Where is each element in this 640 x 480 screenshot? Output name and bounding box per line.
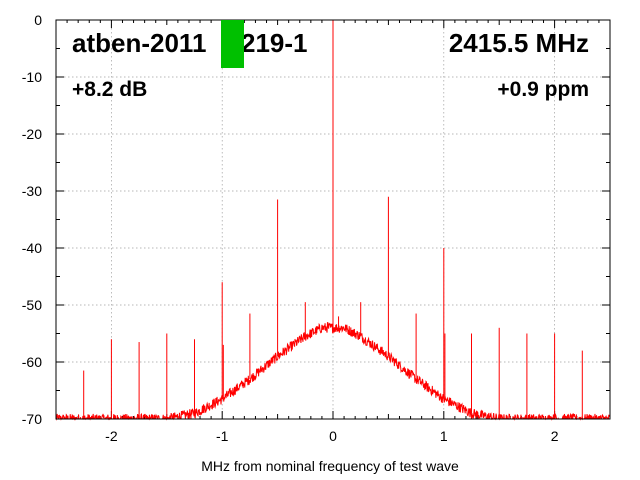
x-tick-label: -1 [216,428,229,444]
noise-floor-trace [55,321,611,421]
device-name-tail-label: 219-1 [241,28,308,58]
x-tick-label: 0 [329,428,337,444]
gain-label: +8.2 dB [72,78,147,101]
y-tick-label: -40 [22,240,42,256]
axis-labels: -2 -1 0 1 20-10-20-30-40-50-60-70 [22,12,559,444]
y-tick-label: -10 [22,69,42,85]
y-tick-label: -20 [22,126,42,142]
device-name-label: atben-2011 [72,28,206,58]
x-tick-label: -2 [105,428,118,444]
y-tick-label: 0 [34,12,42,28]
y-tick-label: -30 [22,183,42,199]
marker-box [221,20,244,68]
x-axis-title: MHz from nominal frequency of test wave [201,458,459,474]
y-tick-label: -60 [22,354,42,370]
spectrum-trace [55,20,611,421]
offset-label: +0.9 ppm [497,78,589,101]
frequency-label: 2415.5 MHz [449,28,589,58]
y-tick-label: -50 [22,297,42,313]
x-tick-label: 2 [551,428,559,444]
plot-frame [55,19,611,420]
y-tick-label: -70 [22,411,42,427]
x-tick-label: 1 [440,428,448,444]
